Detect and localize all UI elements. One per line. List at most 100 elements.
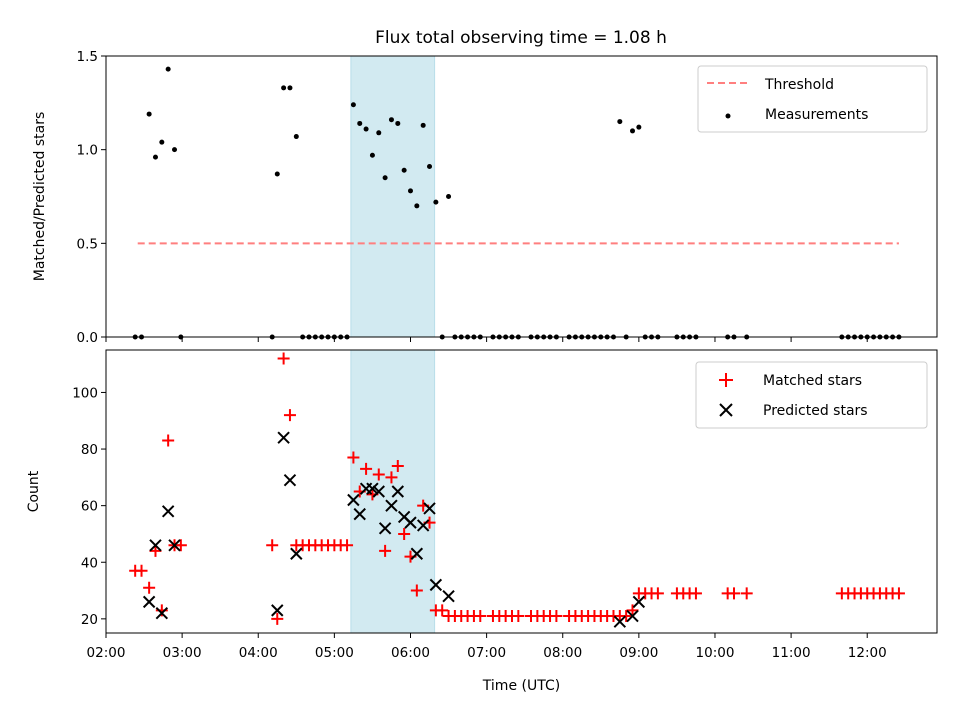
count-plot-legend-box xyxy=(695,361,928,429)
measurement-point xyxy=(357,120,363,126)
measurement-point xyxy=(159,139,165,145)
measurement-point xyxy=(407,188,413,194)
matched-stars-point xyxy=(162,434,175,447)
measurement-point xyxy=(165,66,171,72)
measurement-point xyxy=(427,164,433,170)
predicted-stars-point xyxy=(271,604,284,617)
matched-stars-point xyxy=(550,610,563,623)
y-tick-label: 100 xyxy=(72,385,98,401)
y-tick-label: 1.5 xyxy=(77,49,98,65)
matched-stars-point xyxy=(620,610,633,623)
y-tick-label: 40 xyxy=(81,555,98,571)
count-plot-frame xyxy=(105,349,938,634)
y-tick-label: 80 xyxy=(81,442,98,458)
matched-stars-point xyxy=(283,409,296,422)
predicted-stars-point xyxy=(391,485,405,498)
predicted-stars-point xyxy=(353,507,366,521)
matched-stars-point xyxy=(740,587,753,600)
measurement-point xyxy=(287,85,293,91)
measurement-point xyxy=(274,171,280,177)
x-tick-label-07-00: 07:00 xyxy=(467,645,506,661)
count-plot-y-axis-label: Count xyxy=(26,470,42,512)
legend-matched-stars-marker xyxy=(719,373,733,387)
ratio-plot: 0.0 0.5 1.0 1.5 Matched/Predicted stars Thr… xyxy=(32,49,938,346)
matched-stars-point xyxy=(379,544,392,557)
ratio-plot-legend-box xyxy=(697,65,928,133)
predicted-stars-point xyxy=(378,522,392,535)
matched-stars-point xyxy=(174,539,187,552)
count-plot-x-axis-label: Time (UTC) xyxy=(482,678,560,694)
measurement-point xyxy=(172,147,178,153)
matched-stars-point xyxy=(372,468,385,481)
matched-stars-point xyxy=(398,527,411,540)
measurement-point xyxy=(281,85,287,91)
legend-measurements-label: Measurements xyxy=(765,107,868,123)
legend-measurements-marker xyxy=(725,113,731,119)
y-tick-label: 60 xyxy=(81,499,98,515)
predicted-stars-point xyxy=(613,615,627,628)
matched-stars-point xyxy=(271,612,284,625)
count-plot-legend: Matched stars Predicted stars xyxy=(695,361,928,429)
predicted-stars-point xyxy=(149,539,162,552)
measurement-point xyxy=(630,128,636,134)
x-tick-label-09-00: 09:00 xyxy=(619,645,658,661)
predicted-stars-point xyxy=(442,590,455,603)
matched-stars-point xyxy=(689,587,702,600)
predicted-stars-point xyxy=(277,431,290,444)
predicted-stars-point xyxy=(155,606,169,620)
measurement-point xyxy=(382,175,388,181)
matched-stars-point xyxy=(410,584,423,597)
predicted-stars-point xyxy=(283,473,297,487)
predicted-stars-point xyxy=(161,505,175,518)
predicted-stars-point xyxy=(423,502,436,515)
x-tick-label-03-00: 03:00 xyxy=(163,645,202,661)
x-tick-label-10-00: 10:00 xyxy=(696,645,735,661)
matched-stars-point xyxy=(266,539,279,552)
predicted-stars-point xyxy=(290,547,303,560)
predicted-stars-point xyxy=(347,493,360,507)
legend-predicted-stars-marker xyxy=(719,403,733,417)
matched-stars-point xyxy=(651,587,664,600)
measurement-point xyxy=(433,199,439,205)
y-tick-label: 0.5 xyxy=(77,236,98,252)
predicted-stars-point xyxy=(168,539,181,552)
matched-stars-point xyxy=(385,471,398,484)
matched-stars-point xyxy=(474,610,487,623)
predicted-stars-point xyxy=(632,595,646,609)
measurement-point xyxy=(636,124,642,130)
y-tick-label: 20 xyxy=(81,612,98,628)
x-tick-label-12-00: 12:00 xyxy=(848,645,887,661)
measurement-point xyxy=(152,154,158,160)
matched-stars-point xyxy=(143,581,156,594)
ratio-plot-legend: Threshold Measurements xyxy=(697,65,928,133)
x-tick-label-04-00: 04:00 xyxy=(239,645,278,661)
measurement-point xyxy=(146,111,152,117)
measurement-point xyxy=(414,203,420,209)
ratio-plot-shaded-interval xyxy=(350,55,436,338)
legend-matched-stars-label: Matched stars xyxy=(763,373,862,389)
matched-stars-point xyxy=(436,604,449,617)
measurement-point xyxy=(369,152,375,158)
matched-stars-point xyxy=(892,587,905,600)
predicted-stars-point xyxy=(626,609,639,623)
measurement-point xyxy=(350,102,356,108)
x-tick-label-05-00: 05:00 xyxy=(315,645,354,661)
matched-stars-point xyxy=(512,610,525,623)
y-tick-label: 0.0 xyxy=(77,330,98,346)
matched-stars-point xyxy=(360,462,373,475)
matched-stars-point xyxy=(135,564,148,577)
y-tick-label: 1.0 xyxy=(77,143,98,159)
ratio-plot-y-axis-label: Matched/Predicted stars xyxy=(32,112,48,282)
predicted-stars-point xyxy=(366,482,379,495)
legend-threshold-label: Threshold xyxy=(764,77,834,93)
matched-stars-point xyxy=(149,544,162,557)
x-tick-label-02-00: 02:00 xyxy=(87,645,126,661)
x-tick-label-11-00: 11:00 xyxy=(772,645,811,661)
predicted-stars-point xyxy=(416,519,430,532)
matched-stars-point xyxy=(728,587,741,600)
x-tick-label-06-00: 06:00 xyxy=(391,645,430,661)
measurement-point xyxy=(420,122,426,128)
predicted-stars-point xyxy=(372,485,385,498)
measurement-point xyxy=(401,167,407,173)
legend-predicted-stars-label: Predicted stars xyxy=(763,403,868,419)
